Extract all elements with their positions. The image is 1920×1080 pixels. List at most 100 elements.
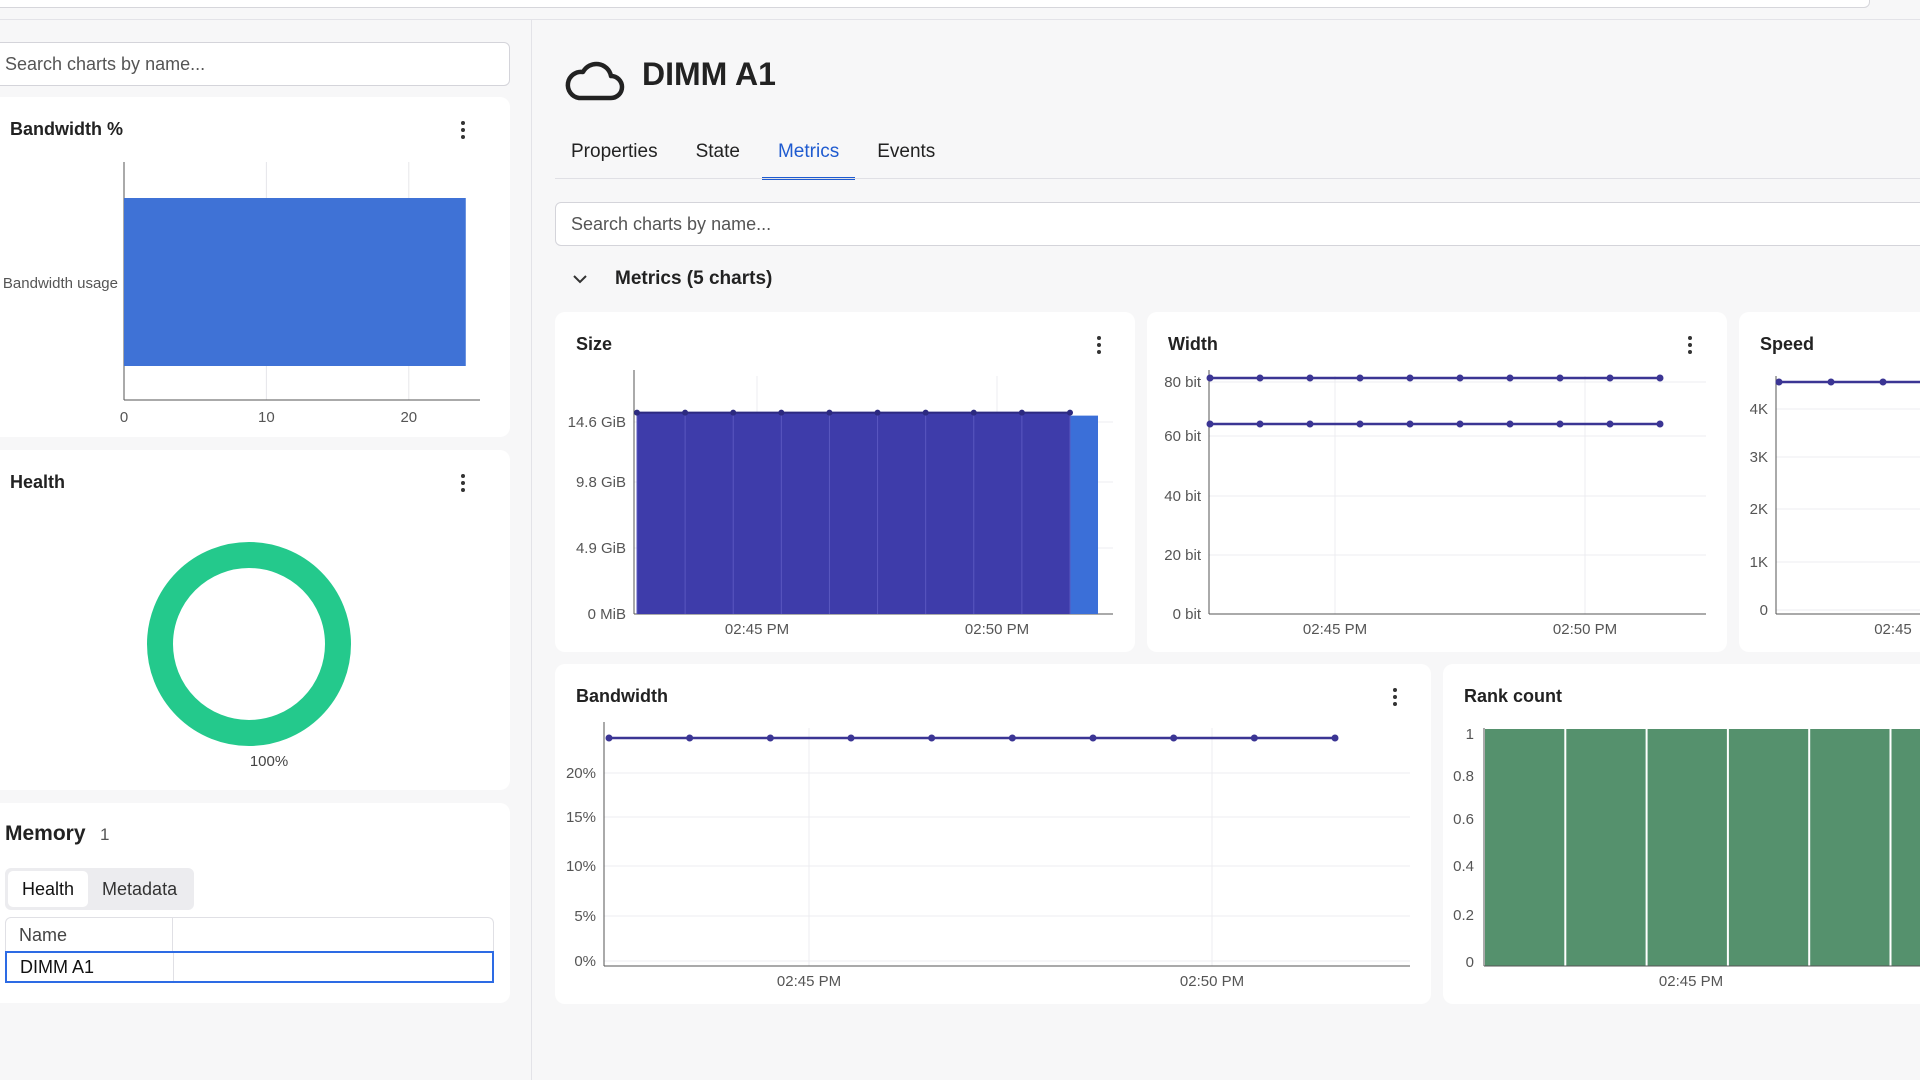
column-header-name[interactable]: Name [6,918,173,951]
page-title: DIMM A1 [642,56,776,92]
data-point [1506,420,1514,428]
rank-count-chart-card: Rank count 0 0.2 0.4 0.6 0.8 1 02:45 PM [1443,664,1920,1004]
chevron-down-icon[interactable] [572,272,588,286]
more-options-icon[interactable] [1087,333,1111,357]
table-row[interactable]: DIMM A1 [5,951,494,983]
y-tick-label: 1K [1750,554,1768,571]
width-chart: 0 bit 20 bit 40 bit 60 bit 80 bit 02:45 PM 02:… [1164,370,1706,638]
speed-chart: 0 1K 2K 3K 4K 02:45 [1750,376,1920,638]
y-tick-label: 3K [1750,449,1768,466]
left-search-input[interactable] [0,42,510,86]
x-tick-label: 20 [400,409,417,426]
card-title: Speed [1760,334,1815,354]
area-fill [637,412,1070,614]
memory-count: 1 [100,825,110,844]
data-point [605,734,613,742]
card-title: Health [10,472,66,492]
data-point [686,734,694,742]
card-title: Bandwidth % [10,119,123,139]
data-point [1306,374,1314,382]
bandwidth-chart: 0% 5% 10% 15% 20% 02:45 PM 02:50 PM [566,722,1410,990]
health-donut-chart: 100% [147,542,351,770]
size-chart-card: Size 0 MiB 4.9 GiB 9.8 GiB 14.6 GiB 02:45 PM… [555,312,1135,652]
metrics-search-input[interactable] [555,202,1920,246]
data-point [1206,420,1214,428]
x-tick-label: 02:50 PM [965,621,1029,638]
data-point [1606,420,1614,428]
y-tick-label: 0 [1466,954,1474,971]
memory-segmented-control: Health Metadata [5,868,195,910]
tab-properties[interactable]: Properties [571,141,658,162]
tabs-divider [555,178,1920,179]
panel-divider [531,20,532,1080]
more-options-icon[interactable] [451,118,475,142]
bar [1647,729,1727,966]
more-options-icon[interactable] [1678,333,1702,357]
top-bar-frame [0,0,1870,8]
x-tick-label: 0 [120,409,128,426]
y-tick-label: 40 bit [1164,488,1202,505]
y-tick-label: 80 bit [1164,374,1202,391]
data-point [1406,420,1414,428]
cloud-icon [565,61,625,101]
y-tick-label: 10% [566,858,596,875]
bar [1566,729,1646,966]
metrics-group-title[interactable]: Metrics (5 charts) [615,268,773,289]
bandwidth-percent-card: Bandwidth % 0 10 20 Bandwidth usage [0,97,510,437]
data-point [1256,374,1264,382]
data-point [1250,734,1258,742]
rank-count-chart: 0 0.2 0.4 0.6 0.8 1 02:45 PM [1453,726,1920,990]
data-point [1879,378,1887,386]
health-card: Health 100% [0,450,510,790]
table-header: Name [5,917,494,951]
bar [1485,729,1565,966]
area-fill-tail [1070,415,1098,614]
data-point [1775,378,1783,386]
tab-bar: Properties State Metrics Events [555,138,957,180]
y-tick-label: 20% [566,765,596,782]
data-point [1331,734,1339,742]
segment-metadata[interactable]: Metadata [102,878,178,899]
y-tick-label: 5% [574,908,596,925]
tab-metrics[interactable]: Metrics [761,138,856,180]
data-point [1556,420,1564,428]
top-bar [0,0,1920,20]
data-point [1656,374,1664,382]
card-title: Rank count [1464,686,1563,706]
y-tick-label: 0 bit [1173,606,1202,623]
y-tick-label: 0% [574,953,596,970]
data-point [1170,734,1178,742]
cell-name: DIMM A1 [7,953,174,981]
y-tick-label: 60 bit [1164,428,1202,445]
x-tick-label: 02:45 PM [725,621,789,638]
data-point [1656,420,1664,428]
data-point [1008,734,1016,742]
y-tick-label: 0.2 [1453,907,1474,924]
y-tick-label: 4.9 GiB [576,540,626,557]
y-tick-label: 14.6 GiB [568,414,626,431]
x-tick-label: 10 [258,409,275,426]
x-tick-label: 02:50 PM [1180,973,1244,990]
data-point [1456,420,1464,428]
more-options-icon[interactable] [1383,685,1407,709]
bar [124,198,466,366]
data-point [1206,374,1214,382]
x-tick-label: 02:45 [1874,621,1912,638]
tab-state[interactable]: State [695,141,740,162]
tab-events[interactable]: Events [877,141,936,162]
data-point [847,734,855,742]
data-point [1089,734,1097,742]
speed-chart-card: Speed 0 1K 2K 3K 4K 02:45 [1739,312,1920,652]
y-tick-label: 0.6 [1453,811,1474,828]
memory-table: Name DIMM A1 [5,917,494,983]
x-tick-label: 02:45 PM [777,973,841,990]
data-point [1556,374,1564,382]
more-options-icon[interactable] [451,471,475,495]
card-title: Size [576,334,613,354]
x-tick-label: 02:45 PM [1659,973,1723,990]
y-tick-label: 0 [1760,602,1768,619]
data-point [1356,374,1364,382]
y-tick-label: 0 MiB [588,606,626,623]
y-tick-label: 2K [1750,501,1768,518]
segment-health[interactable]: Health [8,871,89,907]
